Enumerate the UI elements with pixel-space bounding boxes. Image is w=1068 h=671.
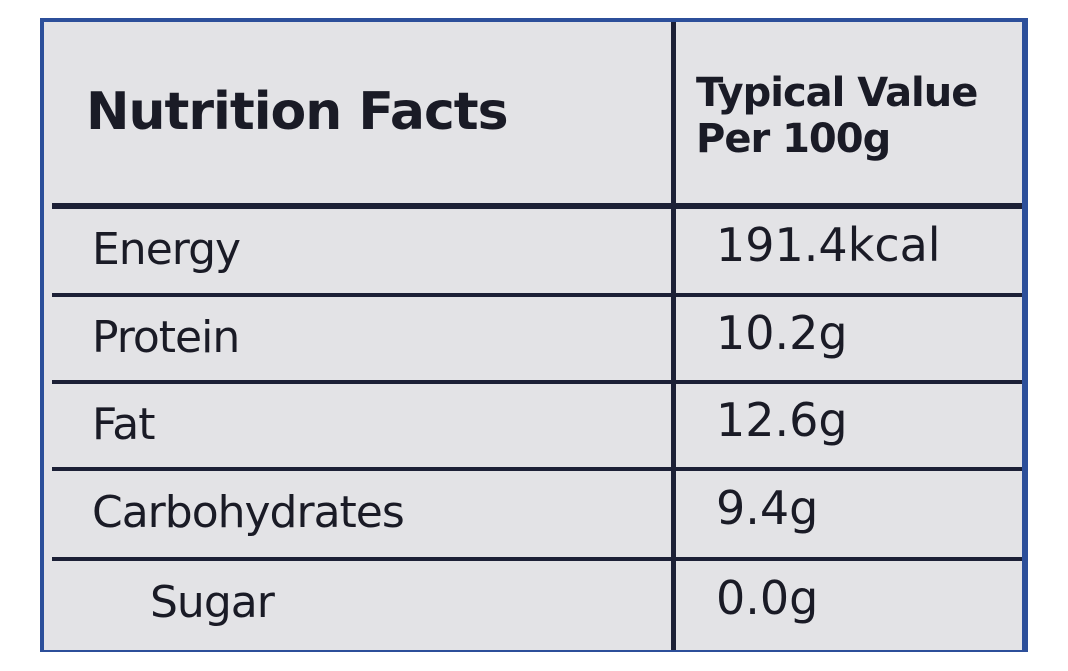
- nutrient-name: Energy: [92, 224, 241, 275]
- row-divider: [52, 557, 1022, 561]
- column-divider: [671, 22, 676, 650]
- table-panel: [44, 22, 1022, 650]
- column-header: Typical Value Per 100g: [696, 70, 978, 162]
- nutrient-name: Protein: [92, 311, 240, 363]
- row-divider: [52, 380, 1022, 384]
- nutrient-name: Fat: [92, 398, 155, 450]
- nutrient-value: 191.4kcal: [716, 218, 941, 272]
- table-title: Nutrition Facts: [86, 82, 509, 142]
- row-divider: [52, 293, 1022, 297]
- header-divider: [52, 203, 1022, 209]
- nutrient-name: Sugar: [150, 577, 275, 628]
- row-divider: [52, 467, 1022, 471]
- nutrient-value: 0.0g: [716, 571, 819, 625]
- nutrient-value: 9.4g: [716, 481, 819, 535]
- nutrient-name: Carbohydrates: [92, 487, 405, 538]
- nutrient-value: 10.2g: [716, 305, 848, 360]
- nutrient-value: 12.6g: [716, 392, 848, 447]
